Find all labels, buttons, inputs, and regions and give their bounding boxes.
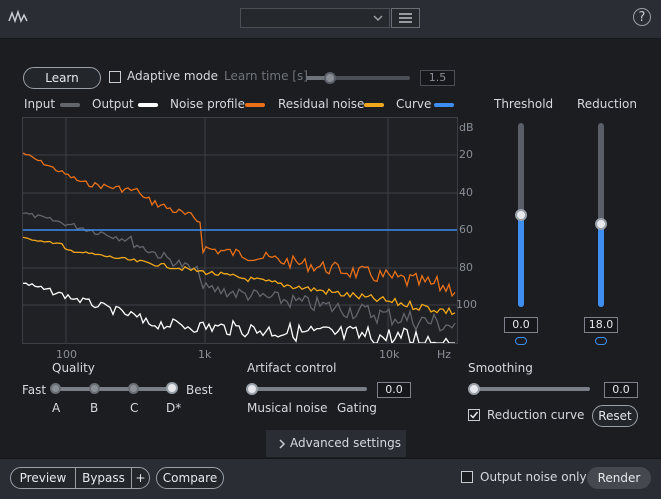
legend-noise-profile-swatch <box>245 103 265 107</box>
preview-button[interactable]: Preview <box>10 467 76 489</box>
threshold-value[interactable]: 0.0 <box>504 317 538 333</box>
hamburger-menu-icon <box>399 13 412 23</box>
legend-output-label: Output <box>92 97 134 111</box>
chevron-down-icon <box>373 15 383 22</box>
quality-slider-knob[interactable] <box>166 382 178 394</box>
learn-time-slider-knob[interactable] <box>324 72 336 84</box>
learn-time-label: Learn time [s] <box>224 69 308 83</box>
db-tick-20: 20 <box>459 148 473 161</box>
izotope-logo-icon <box>8 9 28 24</box>
learn-time-value[interactable]: 1.5 <box>420 70 455 86</box>
threshold-link-icon[interactable] <box>515 337 527 345</box>
legend-input-label: Input <box>24 97 56 111</box>
bypass-button[interactable]: Bypass <box>75 467 132 489</box>
db-tick-60: 60 <box>459 223 473 236</box>
hz-tick-1k: 1k <box>198 348 212 361</box>
reduction-curve-label: Reduction curve <box>487 408 585 422</box>
reduction-slider-knob[interactable] <box>595 218 607 230</box>
compare-button[interactable]: Compare <box>156 467 224 489</box>
reduction-label: Reduction <box>577 97 637 111</box>
smoothing-slider-knob[interactable] <box>468 383 480 395</box>
reduction-value[interactable]: 18.0 <box>584 317 618 333</box>
spectrum-plot[interactable]: dB <box>22 117 474 345</box>
quality-level-b: B <box>90 401 99 415</box>
quality-level-a: A <box>52 401 61 415</box>
smoothing-value[interactable]: 0.0 <box>604 382 638 398</box>
checkmark-icon <box>469 411 479 419</box>
output-spectrum-line <box>22 282 455 345</box>
advanced-settings-label: Advanced settings <box>290 436 401 450</box>
advanced-settings-toggle[interactable]: Advanced settings <box>266 430 406 457</box>
threshold-slider-knob[interactable] <box>515 209 527 221</box>
legend-residual-noise-label: Residual noise <box>278 97 365 111</box>
reset-button[interactable]: Reset <box>592 405 638 427</box>
learn-button[interactable]: Learn <box>23 67 101 89</box>
reduction-slider[interactable] <box>598 123 604 307</box>
legend-input-swatch <box>60 103 80 107</box>
legend-residual-noise-swatch <box>364 103 384 107</box>
legend-curve-label: Curve <box>396 97 432 111</box>
adaptive-mode-label: Adaptive mode <box>127 69 218 83</box>
reduction-slider-fill <box>598 224 604 307</box>
noise-profile-line <box>22 152 456 298</box>
output-noise-only-checkbox[interactable] <box>461 471 473 483</box>
artifact-control-value[interactable]: 0.0 <box>377 382 411 398</box>
help-button[interactable]: ? <box>633 8 651 26</box>
smoothing-label: Smoothing <box>468 361 533 375</box>
artifact-control-knob[interactable] <box>246 383 258 395</box>
quality-stop-a[interactable] <box>50 383 61 394</box>
artifact-control-label: Artifact control <box>247 361 337 375</box>
quality-stop-c[interactable] <box>128 383 139 394</box>
spectrum-graph <box>22 118 457 345</box>
db-tick-40: 40 <box>459 186 473 199</box>
quality-level-c: C <box>130 401 139 415</box>
quality-best-label: Best <box>186 383 213 397</box>
threshold-label: Threshold <box>494 97 554 111</box>
preset-dropdown[interactable] <box>240 8 390 28</box>
hz-tick-10k: 10k <box>379 348 400 361</box>
hz-unit-label: Hz <box>437 348 452 361</box>
legend-noise-profile-label: Noise profile <box>170 97 246 111</box>
learn-time-slider[interactable] <box>306 76 410 80</box>
gating-label: Gating <box>337 401 377 415</box>
musical-noise-label: Musical noise <box>247 401 328 415</box>
preset-menu-button[interactable] <box>391 8 420 28</box>
artifact-control-slider[interactable] <box>247 387 367 391</box>
db-axis-unit: dB <box>459 121 474 134</box>
legend-curve-swatch <box>434 103 454 107</box>
hz-tick-100: 100 <box>56 348 77 361</box>
legend-output-swatch <box>138 103 158 107</box>
threshold-slider-fill <box>518 215 524 307</box>
quality-slider[interactable] <box>55 387 173 391</box>
smoothing-slider[interactable] <box>470 387 590 391</box>
reduction-link-icon[interactable] <box>595 337 607 345</box>
quality-level-d: D* <box>166 401 182 415</box>
residual-noise-line <box>22 236 456 316</box>
quality-label: Quality <box>52 361 95 375</box>
learn-time-slider-fill <box>306 76 330 80</box>
reduction-curve-checkbox[interactable] <box>468 409 480 421</box>
db-tick-100: 100 <box>456 298 477 311</box>
render-button[interactable]: Render <box>587 467 651 489</box>
output-noise-only-label: Output noise only <box>480 470 587 484</box>
bypass-add-button[interactable]: + <box>131 467 150 489</box>
adaptive-mode-checkbox[interactable] <box>109 71 121 83</box>
input-spectrum-line <box>22 212 456 332</box>
quality-fast-label: Fast <box>22 383 47 397</box>
quality-stop-b[interactable] <box>89 383 100 394</box>
db-tick-80: 80 <box>459 261 473 274</box>
chevron-right-icon <box>279 439 286 449</box>
